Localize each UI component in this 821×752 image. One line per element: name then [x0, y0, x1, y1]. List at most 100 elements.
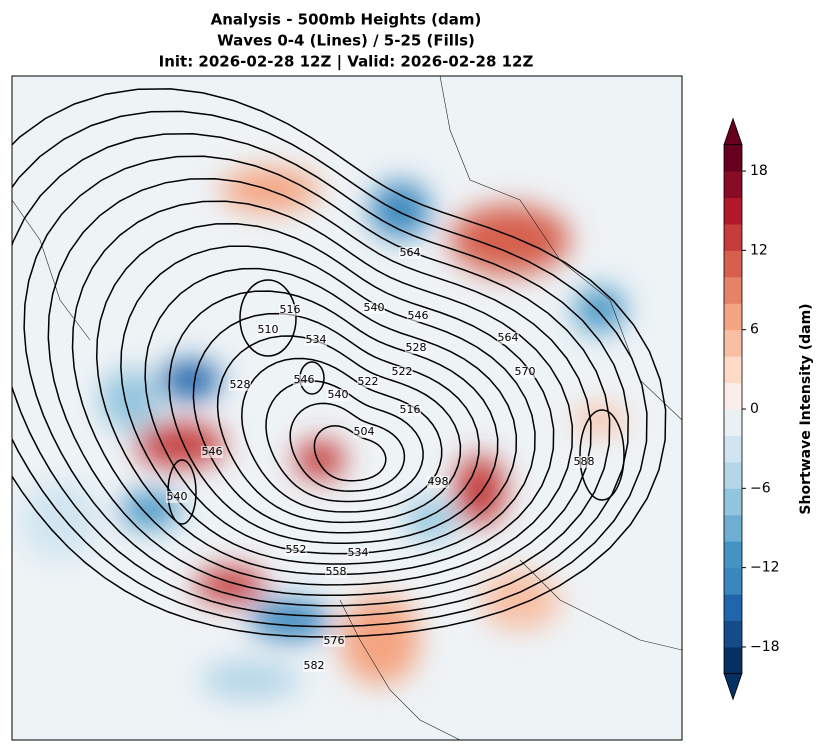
shortwave-blob	[20, 480, 100, 560]
title-line: Init: 2026-02-28 12Z | Valid: 2026-02-28…	[159, 53, 534, 72]
contour-label-bg	[514, 366, 536, 378]
colorbar-band	[724, 620, 742, 648]
colorbar-band	[724, 461, 742, 489]
title-line: Waves 0-4 (Lines) / 5-25 (Fills)	[217, 32, 475, 50]
contour-label: 510	[258, 323, 279, 336]
contour-label: 570	[515, 365, 536, 378]
title-line: Analysis - 500mb Heights (dam)	[211, 11, 482, 29]
colorbar-tick-label: 12	[750, 242, 768, 258]
contour-label: 564	[400, 246, 421, 259]
colorbar-band	[724, 567, 742, 595]
contour-label-bg	[357, 376, 379, 388]
shortwave-blob	[200, 660, 300, 700]
colorbar-band	[724, 329, 742, 357]
colorbar-band	[724, 382, 742, 410]
contour-label-bg	[497, 332, 519, 344]
contour-label: 534	[348, 546, 369, 559]
contour-label-bg	[323, 635, 345, 647]
contour-label-bg	[399, 404, 421, 416]
colorbar-label: Shortwave Intensity (dam)	[798, 303, 814, 514]
contour-line	[239, 279, 297, 357]
contour-label-bg	[407, 310, 429, 322]
contour-line	[579, 409, 625, 501]
contour-label-bg	[293, 374, 315, 386]
contour-label: 540	[364, 301, 385, 314]
shortwave-blob	[575, 405, 625, 435]
contour-line	[12, 88, 667, 638]
contour-line	[144, 267, 518, 555]
contour-label: 588	[574, 455, 595, 468]
colorbar-tick-label: −12	[750, 560, 780, 576]
contour-line	[12, 110, 648, 628]
colorbar-band	[724, 197, 742, 225]
contour-line	[71, 200, 574, 586]
contour-label-bg	[347, 547, 369, 559]
contour-label-bg	[279, 304, 301, 316]
colorbar-band	[724, 435, 742, 463]
shortwave-blob	[160, 360, 220, 400]
contour-line	[47, 178, 592, 597]
contour-label-bg	[303, 660, 325, 672]
colorbar-band	[724, 594, 742, 622]
contour-line	[192, 312, 480, 534]
contour-label-bg	[405, 342, 427, 354]
colorbar-band	[724, 171, 742, 198]
shortwave-blob	[450, 205, 570, 275]
shortwave-blob	[405, 500, 455, 540]
contour-line	[23, 155, 611, 607]
shortwave-blob	[480, 570, 560, 630]
contour-label: 552	[286, 543, 307, 556]
colorbar-tick-label: 0	[750, 401, 759, 417]
contour-label: 558	[326, 565, 347, 578]
contour-label-bg	[257, 324, 279, 336]
colorbar-band	[724, 223, 742, 251]
colorbar-band	[724, 541, 742, 569]
colorbar-band	[724, 409, 742, 436]
colorbar-band	[724, 303, 742, 331]
contour-label-bg	[353, 426, 375, 438]
contour-label-bg	[305, 334, 327, 346]
colorbar-extend	[723, 673, 743, 701]
map-frame	[11, 75, 683, 741]
contour-label-bg	[427, 476, 449, 488]
contour-label-bg	[229, 379, 251, 391]
contour-label-bg	[166, 491, 188, 503]
contour-label: 504	[354, 425, 375, 438]
shortwave-blob	[575, 288, 625, 332]
contour-label: 540	[167, 490, 188, 503]
contour-label: 540	[328, 388, 349, 401]
contour-label-bg	[399, 247, 421, 259]
contour-label: 528	[406, 341, 427, 354]
contour-label: 546	[202, 445, 223, 458]
colorbar-band	[724, 250, 742, 278]
shortwave-blob	[250, 600, 330, 640]
colorbar-extend	[723, 117, 743, 145]
contour-label: 546	[294, 373, 315, 386]
colorbar-band	[724, 356, 742, 384]
shortwave-blob	[340, 595, 420, 685]
colorbar-tick-label: −18	[750, 639, 780, 655]
contour-line	[265, 380, 424, 503]
contour-label: 522	[392, 365, 413, 378]
contour-label-bg	[363, 302, 385, 314]
colorbar-tick-label: −6	[750, 480, 771, 496]
contour-label-bg	[325, 566, 347, 578]
contour-label: 564	[498, 331, 519, 344]
contour-label-bg	[573, 456, 595, 468]
contour-line	[241, 357, 443, 513]
contour-label: 516	[400, 403, 421, 416]
contour-label-bg	[327, 389, 349, 401]
colorbar-band	[724, 276, 742, 304]
colorbar-band	[724, 514, 742, 542]
shortwave-blob	[370, 182, 430, 238]
contour-label: 582	[304, 659, 325, 672]
contour-line	[95, 222, 555, 576]
colorbar-band	[724, 488, 742, 516]
contour-label: 528	[230, 378, 251, 391]
contour-line	[216, 335, 462, 524]
contour-line	[12, 133, 629, 617]
contour-label: 546	[408, 309, 429, 322]
contour-label: 534	[306, 333, 327, 346]
shortwave-blob	[100, 370, 160, 430]
